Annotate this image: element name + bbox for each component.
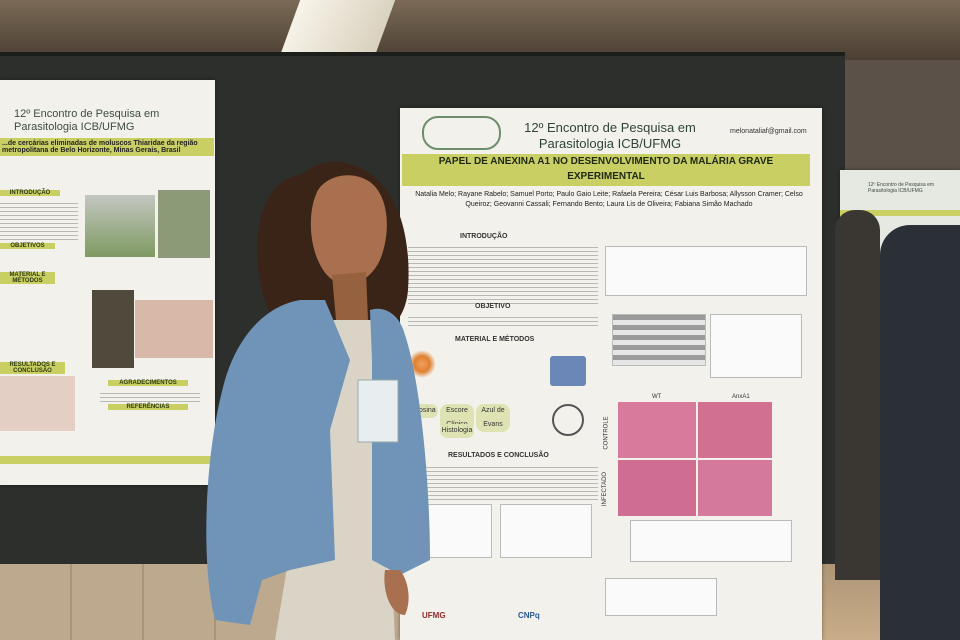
cercaria-figure <box>135 300 213 358</box>
logo-text: UFMG <box>422 611 446 620</box>
result-chart <box>605 246 807 296</box>
text-block <box>408 464 598 500</box>
method-icon <box>552 404 584 436</box>
text-block <box>408 244 598 304</box>
western-blot <box>612 314 706 366</box>
section-header: INTRODUÇÃO <box>460 233 508 240</box>
face <box>310 175 387 285</box>
section-header: AGRADECIMENTOS <box>108 380 188 386</box>
section-header: RESULTADOS E CONCLUSÃO <box>448 452 549 459</box>
text-block <box>408 314 598 328</box>
cercaria-figure <box>0 376 75 431</box>
badge <box>357 379 399 443</box>
histology-image <box>698 402 772 458</box>
section-header: OBJETIVO <box>475 303 511 310</box>
poster-header: 12º Encontro de Pesquisa em Parasitologi… <box>524 120 696 151</box>
histology-image <box>618 460 696 516</box>
section-header: REFERÊNCIAS <box>108 404 188 410</box>
section-header: MATERIAL E MÉTODOS <box>0 272 55 284</box>
section-header: OBJETIVOS <box>0 243 55 249</box>
method-icon <box>550 356 586 386</box>
ceiling <box>0 0 960 60</box>
header-bar <box>840 210 960 216</box>
histology-image <box>618 402 696 458</box>
snail-figure <box>92 290 134 368</box>
text-block <box>0 200 78 240</box>
poster-title: PAPEL DE ANEXINA A1 NO DESENVOLVIMENTO D… <box>402 154 810 186</box>
result-chart <box>605 578 717 616</box>
photo-figure <box>85 195 155 257</box>
photo-figure <box>158 190 210 258</box>
logo <box>422 116 501 150</box>
section-header: INTRODUÇÃO <box>0 190 60 196</box>
logo-text: CNPq <box>518 611 540 620</box>
poster-header: 12º Encontro de Pesquisa em Parasitologi… <box>868 182 935 194</box>
histology-label: AnxA1 <box>732 394 750 400</box>
histology-label: WT <box>652 394 662 400</box>
text-block <box>100 390 200 402</box>
left-poster: 12º Encontro de Pesquisa em Parasitologi… <box>0 80 215 485</box>
neck <box>332 272 368 320</box>
poster-authors: Natalia Melo; Rayane Rabelo; Samuel Port… <box>415 191 803 208</box>
method-step: Azul de Evans <box>476 404 510 432</box>
histology-image <box>698 460 772 516</box>
main-poster: 12º Encontro de Pesquisa em Parasitologi… <box>400 108 822 640</box>
background-person <box>835 210 880 580</box>
footer-bar <box>0 456 215 464</box>
result-chart <box>420 504 492 558</box>
section-header: RESULTADOS E CONCLUSÃO <box>0 362 65 374</box>
background-person <box>880 225 960 640</box>
poster-title: ...de cercárias eliminadas de moluscos T… <box>0 138 214 156</box>
poster-header: 12º Encontro de Pesquisa em Parasitologi… <box>14 108 160 133</box>
result-chart <box>710 314 802 378</box>
result-chart <box>500 504 592 558</box>
method-step: Histologia <box>440 424 474 438</box>
result-chart <box>630 520 792 562</box>
hand <box>384 570 409 615</box>
section-header: MATERIAL E MÉTODOS <box>455 336 535 343</box>
poster-email: melonataliaf@gmail.com <box>730 128 807 135</box>
